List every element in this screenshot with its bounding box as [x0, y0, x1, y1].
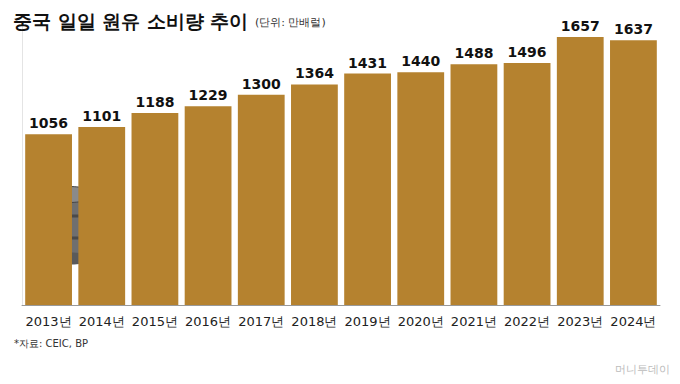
svg-text:2017년: 2017년 — [238, 314, 284, 329]
svg-text:2020년: 2020년 — [398, 314, 444, 329]
svg-text:2015년: 2015년 — [132, 314, 178, 329]
svg-text:1657: 1657 — [561, 18, 600, 34]
svg-text:중국 일일 원유 소비량 추이: 중국 일일 원유 소비량 추이 — [13, 10, 248, 32]
svg-text:2014년: 2014년 — [79, 314, 125, 329]
svg-text:1300: 1300 — [242, 76, 281, 92]
svg-text:2019년: 2019년 — [345, 314, 391, 329]
svg-text:2016년: 2016년 — [185, 314, 231, 329]
svg-text:*자료: CEIC, BP: *자료: CEIC, BP — [14, 338, 88, 349]
svg-text:2013년: 2013년 — [26, 314, 72, 329]
svg-text:1056: 1056 — [29, 115, 68, 131]
svg-text:2022년: 2022년 — [504, 314, 550, 329]
svg-text:2023년: 2023년 — [557, 314, 603, 329]
svg-text:1637: 1637 — [614, 21, 653, 37]
svg-text:1431: 1431 — [348, 55, 387, 71]
svg-text:1364: 1364 — [295, 65, 334, 81]
svg-text:(단위: 만배럴): (단위: 만배럴) — [255, 16, 326, 29]
svg-text:2021년: 2021년 — [451, 314, 497, 329]
svg-text:2024년: 2024년 — [610, 314, 656, 329]
svg-text:1229: 1229 — [189, 87, 228, 103]
svg-text:머니투데이: 머니투데이 — [615, 363, 670, 376]
svg-text:1496: 1496 — [508, 44, 547, 60]
svg-text:2018년: 2018년 — [291, 314, 337, 329]
svg-text:1188: 1188 — [135, 94, 174, 110]
svg-text:1488: 1488 — [454, 45, 493, 61]
svg-text:1440: 1440 — [401, 53, 440, 69]
svg-text:1101: 1101 — [82, 108, 121, 124]
